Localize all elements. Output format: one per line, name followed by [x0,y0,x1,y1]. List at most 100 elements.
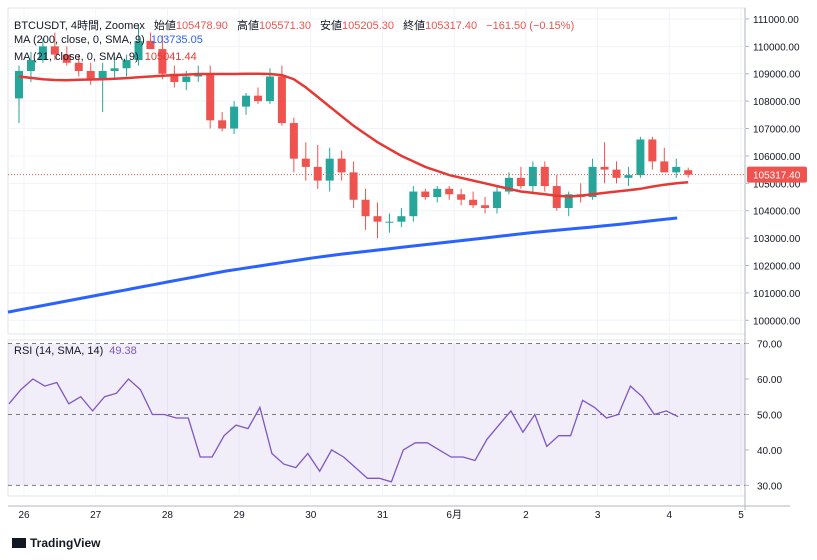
candle-up [588,166,597,198]
candle-up [624,175,633,178]
candle-down [540,166,549,187]
rsi-legend[interactable]: RSI (14, SMA, 14) 49.38 [14,345,143,357]
ma21-label: MA (21, close, 0, SMA, 9) [14,51,139,63]
candle-up [409,191,418,217]
price-tick-label: 103000.00 [753,234,801,245]
price-tick-label: 105000.00 [753,179,801,190]
candle-up [122,60,131,69]
candle-down [313,166,322,181]
change-value: −161.50 (−0.15%) [486,20,575,32]
candle-up [26,60,35,72]
low-label: 安値 [320,20,343,32]
time-tick-label: 3 [595,510,601,521]
candle-down [50,46,59,55]
low-value: 105205.30 [342,20,395,32]
price-tick-label: 106000.00 [753,152,801,163]
candle-up [504,177,513,192]
candle-down [660,161,669,173]
candle-up [230,106,239,129]
candle-up [110,68,119,72]
candle-down [445,188,454,195]
chart-header: BTCUSDT, 4時間, Zoomex 始値105478.90 高値10557… [14,20,575,32]
candle-down [469,199,478,206]
candle-up [134,40,143,61]
time-tick-label: 29 [234,510,246,521]
time-tick-label: 4 [667,510,673,521]
candle-up [564,194,573,208]
candle-up [385,221,394,223]
time-tick-label: 31 [377,510,389,521]
candle-down [552,186,561,208]
candle-up [38,46,47,61]
price-tick-label: 107000.00 [753,125,801,136]
rsi-tick-label: 40.00 [757,446,782,457]
high-label: 高値 [236,20,259,32]
candle-up [325,158,334,181]
candle-down [373,216,382,222]
candle-down [254,95,262,102]
price-tick-label: 108000.00 [753,97,801,108]
price-tick-label: 104000.00 [753,207,801,218]
rsi-tick-label: 70.00 [757,340,782,351]
candle-down [158,49,167,74]
candle-down [600,166,609,170]
ma200-legend[interactable]: MA (200, close, 0, SMA, 9) 103735.05 [14,34,209,46]
candle-down [337,158,346,173]
ma200-line [7,216,678,314]
price-tick-label: 101000.00 [753,289,801,300]
price-tick-label: 110000.00 [753,42,800,53]
candle-up [636,139,645,176]
candle-up [433,188,442,198]
candle-up [397,216,406,222]
candle-down [218,120,227,129]
rsi-label: RSI (14, SMA, 14) [14,345,104,357]
candle-up [528,166,537,187]
ma200-label: MA (200, close, 0, SMA, 9) [14,34,145,46]
last-price-tag [747,166,807,183]
candle-down [301,158,310,167]
candle-up [493,191,501,208]
candle-up [15,71,23,99]
candle-down [421,191,430,198]
rsi-tick-label: 50.00 [757,410,782,421]
candle-down [648,139,657,162]
candle-down [146,40,155,50]
candle-up [242,95,251,107]
ma21-legend[interactable]: MA (21, close, 0, SMA, 9) 105041.44 [14,51,203,63]
candle-up [672,166,681,173]
candle-down [62,54,71,63]
last-price-tag-label: 105317.40 [753,171,801,182]
rsi-value: 49.38 [109,345,137,357]
close-label: 終値 [403,20,426,32]
time-tick-label: 27 [90,510,102,521]
price-tick-label: 109000.00 [753,70,801,81]
open-label: 始値 [153,20,176,32]
ma21-line [18,72,689,198]
candle-up [265,76,274,102]
ma21-value: 105041.44 [144,51,197,63]
candle-down [684,170,693,175]
candle-down [612,169,621,178]
candle-down [170,73,179,82]
time-tick-label: 5 [738,510,744,521]
price-tick-label: 111000.00 [753,15,799,26]
candle-down [481,205,490,208]
tradingview-logo[interactable]: TradingView [12,536,100,550]
candle-down [289,123,298,159]
candle-up [98,71,107,80]
candle-down [457,194,466,200]
candle-down [277,76,286,124]
candle-down [74,62,83,72]
rsi-line [8,378,679,483]
time-tick-label: 2 [523,510,529,521]
exchange-label: Zoomex [105,20,145,32]
symbol-label: BTCUSDT [14,20,65,32]
price-tick-label: 100000.00 [753,316,801,327]
time-tick-label: 26 [18,510,30,521]
price-tick-label: 102000.00 [753,262,801,273]
time-tick-label: 30 [305,510,317,521]
rsi-tick-label: 60.00 [757,375,782,386]
time-tick-label: 6月 [446,509,462,521]
high-value: 105571.30 [258,20,311,32]
